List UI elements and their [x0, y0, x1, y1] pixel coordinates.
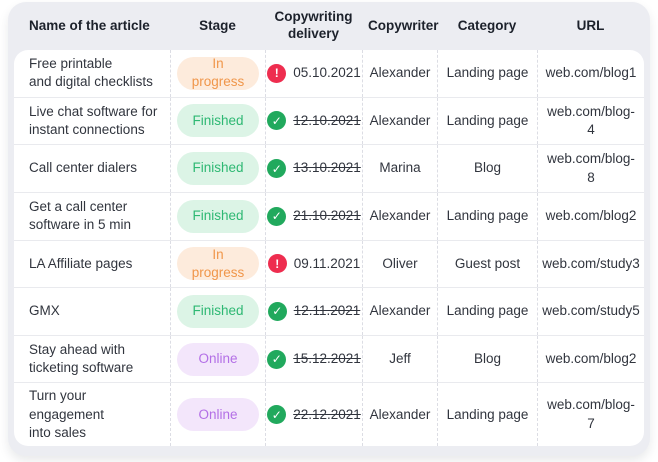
- delivery-date: 05.10.2021: [293, 65, 361, 81]
- category-cell: Landing page: [437, 288, 537, 335]
- table-header: Name of the article Stage Copywriting de…: [8, 2, 650, 50]
- category-cell: Blog: [437, 335, 537, 383]
- category-cell: Landing page: [437, 192, 537, 240]
- article-name-cell: Live chat software for instant connectio…: [29, 103, 158, 137]
- url-cell[interactable]: web.com/study5: [537, 288, 644, 335]
- table-row[interactable]: LA Affiliate pages In progress ! 09.11.20…: [14, 239, 644, 288]
- delivery-date: 13.10.2021: [293, 160, 361, 176]
- stage-badge[interactable]: Finished: [177, 104, 259, 138]
- table-row[interactable]: Call center dialers Finished ✓ 13.10.2021…: [14, 144, 644, 192]
- column-header-copywriter: Copywriter: [368, 17, 439, 33]
- delivery-status-icon: ✓: [267, 301, 287, 321]
- table-row[interactable]: Stay ahead with ticketing software Onlin…: [14, 334, 644, 383]
- category-cell: Landing page: [437, 383, 537, 446]
- delivery-date: 21.10.2021: [293, 208, 361, 224]
- category-cell: Landing page: [437, 50, 537, 97]
- copywriter-cell: Oliver: [362, 240, 437, 288]
- stage-cell: In progress: [170, 240, 265, 288]
- copywriter-cell: Alexander: [362, 97, 437, 145]
- stage-badge[interactable]: In progress: [177, 56, 259, 90]
- url-cell[interactable]: web.com/blog1: [537, 50, 644, 97]
- table-row[interactable]: Live chat software for instant connectio…: [14, 96, 644, 145]
- article-name-cell: Free printable and digital checklists: [29, 56, 153, 90]
- article-name-cell: Get a call center software in 5 min: [29, 198, 132, 233]
- delivery-cell: ✓ 15.12.2021: [265, 335, 362, 383]
- category-cell: Guest post: [437, 240, 537, 288]
- url-cell[interactable]: web.com/blog-4: [537, 97, 644, 145]
- column-header-url: URL: [576, 17, 605, 33]
- delivery-cell: ✓ 13.10.2021: [265, 145, 362, 192]
- stage-badge[interactable]: Online: [177, 342, 259, 376]
- copywriter-cell: Marina: [362, 145, 437, 192]
- url-cell[interactable]: web.com/blog2: [537, 192, 644, 240]
- copywriter-cell: Alexander: [362, 288, 437, 335]
- category-cell: Landing page: [437, 97, 537, 145]
- delivery-date: 12.11.2021: [293, 303, 361, 319]
- delivery-cell: ✓ 12.10.2021: [265, 97, 362, 145]
- delivery-cell: ✓ 22.12.2021: [265, 383, 362, 446]
- stage-cell: Finished: [170, 145, 265, 192]
- url-cell[interactable]: web.com/blog2: [537, 335, 644, 383]
- stage-cell: Online: [170, 335, 265, 383]
- delivery-date: 22.12.2021: [293, 406, 361, 422]
- url-cell[interactable]: web.com/study3: [537, 240, 644, 288]
- article-name-cell: GMX: [29, 303, 60, 319]
- stage-badge[interactable]: In progress: [177, 247, 259, 281]
- copywriter-cell: Alexander: [362, 383, 437, 446]
- stage-cell: Finished: [170, 97, 265, 145]
- delivery-date: 12.10.2021: [293, 112, 361, 128]
- delivery-date: 09.11.2021: [293, 255, 361, 271]
- delivery-cell: ✓ 12.11.2021: [265, 288, 362, 335]
- delivery-status-icon: !: [267, 63, 287, 83]
- table-row[interactable]: Turn your engagement into sales Online ✓…: [14, 382, 644, 446]
- article-name-cell: LA Affiliate pages: [29, 255, 133, 271]
- delivery-cell: ! 05.10.2021: [265, 50, 362, 97]
- url-cell[interactable]: web.com/blog-8: [537, 145, 644, 192]
- delivery-status-icon: ✓: [267, 206, 287, 226]
- delivery-date: 15.12.2021: [293, 350, 361, 366]
- delivery-status-icon: ✓: [267, 405, 287, 425]
- copywriter-cell: Alexander: [362, 192, 437, 240]
- delivery-status-icon: ✓: [267, 349, 287, 369]
- article-name-cell: Call center dialers: [29, 160, 138, 176]
- stage-cell: Finished: [170, 288, 265, 335]
- delivery-cell: ✓ 21.10.2021: [265, 192, 362, 240]
- category-cell: Blog: [437, 145, 537, 192]
- column-header-copywriting-delivery: Copywriting delivery: [274, 9, 353, 41]
- article-name-cell: Turn your engagement into sales: [29, 388, 105, 440]
- stage-cell: In progress: [170, 50, 265, 97]
- url-cell[interactable]: web.com/blog-7: [537, 383, 644, 446]
- content-plan-card: Name of the article Stage Copywriting de…: [8, 2, 650, 456]
- delivery-status-icon: ✓: [267, 159, 287, 179]
- stage-badge[interactable]: Online: [177, 398, 259, 432]
- copywriter-cell: Alexander: [362, 50, 437, 97]
- stage-badge[interactable]: Finished: [177, 152, 259, 186]
- column-header-stage: Stage: [199, 17, 236, 33]
- column-header-category: Category: [457, 17, 517, 33]
- table-row[interactable]: GMX Finished ✓ 12.11.2021 Alexander Landi…: [14, 287, 644, 335]
- column-header-article-name: Name of the article: [29, 17, 150, 33]
- table-row[interactable]: Free printable and digital checklists In…: [14, 50, 644, 97]
- delivery-status-icon: !: [267, 254, 287, 274]
- copywriter-cell: Jeff: [362, 335, 437, 383]
- delivery-status-icon: ✓: [267, 111, 287, 131]
- stage-badge[interactable]: Finished: [177, 199, 259, 233]
- table-row[interactable]: Get a call center software in 5 min Fini…: [14, 191, 644, 240]
- delivery-cell: ! 09.11.2021: [265, 240, 362, 288]
- stage-badge[interactable]: Finished: [177, 294, 259, 328]
- stage-cell: Finished: [170, 192, 265, 240]
- article-name-cell: Stay ahead with ticketing software: [29, 341, 134, 376]
- table-body: Free printable and digital checklists In…: [14, 50, 644, 446]
- stage-cell: Online: [170, 383, 265, 446]
